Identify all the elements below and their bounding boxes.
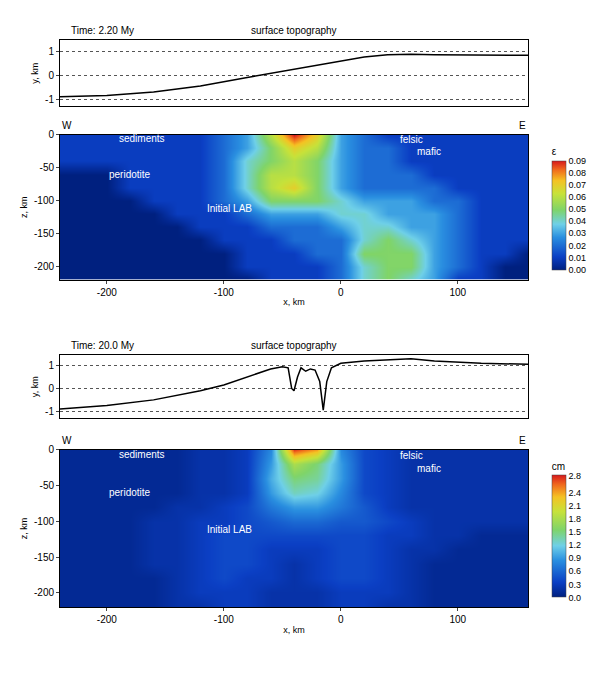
svg-text:2.4: 2.4: [569, 488, 582, 498]
svg-text:x, km: x, km: [283, 297, 305, 307]
svg-text:z, km: z, km: [19, 196, 29, 218]
svg-text:sediments: sediments: [119, 133, 165, 144]
svg-text:-200: -200: [34, 587, 54, 598]
svg-text:0.00: 0.00: [569, 265, 587, 275]
svg-text:z, km: z, km: [19, 518, 29, 540]
svg-text:E: E: [519, 120, 526, 131]
svg-text:mafic: mafic: [417, 146, 441, 157]
svg-text:peridotite: peridotite: [109, 487, 151, 498]
svg-text:-150: -150: [34, 228, 54, 239]
svg-text:-100: -100: [214, 287, 234, 298]
svg-text:-200: -200: [97, 287, 117, 298]
svg-text:1.8: 1.8: [569, 514, 582, 524]
svg-text:-50: -50: [40, 162, 55, 173]
svg-text:0: 0: [48, 444, 54, 455]
svg-text:peridotite: peridotite: [109, 169, 151, 180]
svg-text:y, km: y, km: [30, 376, 40, 397]
svg-text:0.0: 0.0: [569, 593, 582, 603]
svg-text:ε: ε: [552, 146, 557, 157]
svg-text:0: 0: [338, 614, 344, 625]
svg-text:mafic: mafic: [417, 463, 441, 474]
svg-text:Time: 20.0 My: Time: 20.0 My: [71, 340, 134, 351]
svg-text:-150: -150: [34, 552, 54, 563]
svg-text:-100: -100: [34, 195, 54, 206]
svg-text:-1: -1: [45, 406, 54, 417]
svg-text:y, km: y, km: [30, 63, 40, 84]
svg-text:Initial LAB: Initial LAB: [207, 524, 252, 535]
svg-text:0: 0: [48, 383, 54, 394]
svg-text:Time: 2.20 My: Time: 2.20 My: [71, 25, 134, 36]
svg-text:1: 1: [48, 360, 54, 371]
svg-text:0.07: 0.07: [569, 180, 587, 190]
svg-text:0.3: 0.3: [569, 580, 582, 590]
svg-text:0.01: 0.01: [569, 253, 587, 263]
svg-text:0: 0: [338, 287, 344, 298]
svg-text:100: 100: [449, 614, 466, 625]
svg-text:felsic: felsic: [400, 450, 423, 461]
svg-text:0: 0: [48, 70, 54, 81]
svg-text:felsic: felsic: [400, 134, 423, 145]
svg-text:0.08: 0.08: [569, 168, 587, 178]
svg-text:1.5: 1.5: [569, 527, 582, 537]
svg-text:-200: -200: [97, 614, 117, 625]
svg-text:-100: -100: [34, 516, 54, 527]
svg-text:Initial LAB: Initial LAB: [207, 203, 252, 214]
svg-text:1.2: 1.2: [569, 540, 582, 550]
svg-text:1: 1: [48, 46, 54, 57]
svg-text:0.6: 0.6: [569, 566, 582, 576]
svg-text:surface topography: surface topography: [251, 340, 337, 351]
svg-text:-1: -1: [45, 94, 54, 105]
svg-text:-100: -100: [214, 614, 234, 625]
svg-text:2.8: 2.8: [569, 471, 582, 481]
svg-text:0.04: 0.04: [569, 216, 587, 226]
svg-text:0.06: 0.06: [569, 192, 587, 202]
svg-text:surface topography: surface topography: [251, 25, 337, 36]
svg-text:W: W: [62, 435, 72, 446]
svg-text:100: 100: [449, 287, 466, 298]
svg-text:0: 0: [48, 129, 54, 140]
svg-text:0.9: 0.9: [569, 553, 582, 563]
svg-text:cm: cm: [552, 461, 565, 472]
svg-text:-200: -200: [34, 261, 54, 272]
svg-text:0.03: 0.03: [569, 228, 587, 238]
svg-text:x, km: x, km: [283, 625, 305, 635]
svg-text:sediments: sediments: [119, 449, 165, 460]
svg-text:W: W: [62, 120, 72, 131]
svg-text:E: E: [519, 435, 526, 446]
svg-text:2.1: 2.1: [569, 501, 582, 511]
svg-text:0.05: 0.05: [569, 204, 587, 214]
svg-text:-50: -50: [40, 480, 55, 491]
svg-text:0.09: 0.09: [569, 156, 587, 166]
svg-text:0.02: 0.02: [569, 241, 587, 251]
